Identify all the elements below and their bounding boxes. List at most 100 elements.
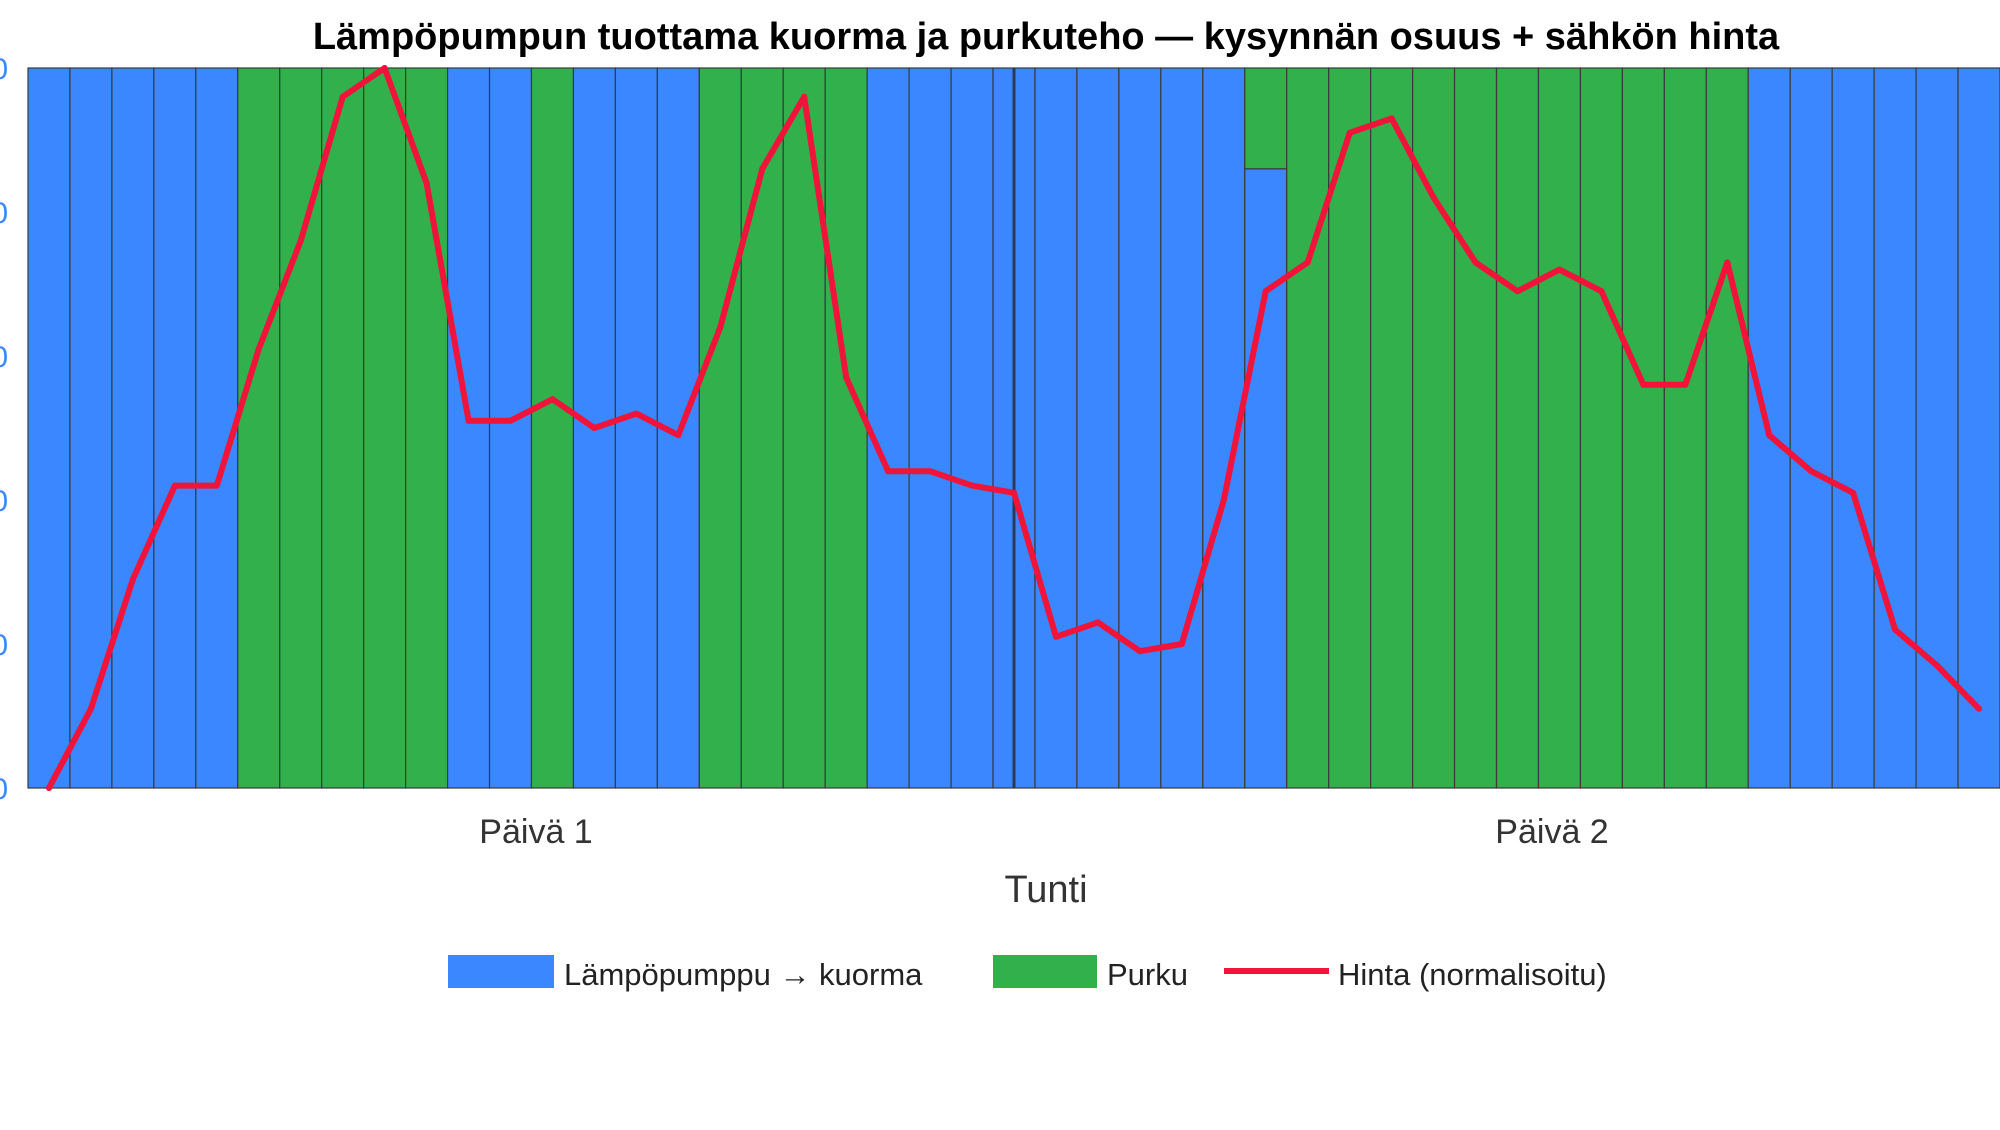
price-point-45: [1892, 626, 1899, 633]
bar-lampopumppu-5: [195, 67, 239, 789]
bar-purku-8: [321, 67, 365, 789]
y-tick-label: 0: [0, 773, 8, 806]
y-axis: 0 0 0 0 0 0: [0, 53, 8, 806]
bar-purku-7: [279, 67, 323, 789]
price-point-35: [1472, 259, 1479, 266]
legend-label-lampopumppu: Lämpöpumppu → kuorma: [564, 957, 923, 992]
x-tick-label-day-1: Päivä 1: [479, 813, 592, 851]
price-point-42: [1766, 432, 1773, 439]
bar-purku-33: [1370, 67, 1414, 789]
bar-layer: [27, 67, 2000, 789]
price-point-23: [969, 482, 976, 489]
legend-label-hinta: Hinta (normalisoitu): [1338, 957, 1607, 992]
bar-lampopumppu-21: [866, 67, 910, 789]
bar-lampopumppu-28: [1160, 67, 1204, 789]
legend-label-purku: Purku: [1107, 957, 1188, 992]
bar-purku-18: [740, 67, 784, 789]
price-point-46: [1934, 662, 1941, 669]
price-point-8: [339, 93, 346, 100]
price-point-2: [87, 705, 94, 712]
bar-lampopumppu-15: [614, 67, 658, 789]
bar-lampopumppu-1: [27, 67, 71, 789]
y-tick-label: 0: [0, 341, 8, 374]
price-point-24: [1011, 489, 1017, 496]
price-point-22: [927, 468, 934, 475]
y-tick-label: 0: [0, 197, 8, 230]
legend: Lämpöpumppu → kuorma Purku Hinta (normal…: [448, 955, 1607, 992]
bar-purku-37: [1537, 67, 1582, 789]
bar-purku-38: [1579, 67, 1623, 789]
bar-purku-35: [1453, 67, 1498, 789]
y-tick-label: 0: [0, 629, 8, 662]
price-point-40: [1682, 381, 1689, 388]
bar-lampopumppu-25: [1034, 67, 1078, 789]
price-point-32: [1346, 129, 1353, 136]
bar-purku-40: [1663, 67, 1707, 789]
price-point-7: [297, 237, 304, 244]
price-point-layer: [45, 65, 1983, 791]
bar-purku-39: [1621, 67, 1665, 789]
price-point-34: [1430, 194, 1437, 201]
price-point-20: [843, 374, 850, 381]
price-point-16: [675, 432, 682, 439]
y-tick-label: 0: [0, 53, 8, 86]
price-point-47: [1976, 705, 1983, 712]
price-point-15: [633, 410, 640, 417]
price-point-29: [1220, 497, 1227, 503]
bar-lampopumppu-43: [1789, 67, 1833, 789]
price-point-38: [1598, 288, 1605, 295]
bar-lampopumppu-12: [488, 67, 533, 789]
bar-lampopumppu-30: [1244, 168, 1288, 789]
price-point-1: [45, 785, 52, 791]
price-point-36: [1514, 288, 1521, 295]
bar-purku-36: [1495, 67, 1540, 789]
price-point-14: [591, 425, 598, 431]
price-point-19: [801, 93, 808, 100]
y-tick-label: 0: [0, 485, 8, 518]
price-point-44: [1850, 489, 1857, 496]
price-point-11: [465, 417, 472, 424]
bar-purku-13: [530, 67, 575, 789]
price-point-3: [129, 576, 136, 583]
price-point-5: [213, 482, 220, 489]
bar-lampopumppu-22: [908, 67, 952, 789]
bar-lampopumppu-44: [1831, 67, 1875, 789]
price-point-10: [423, 180, 430, 187]
bar-purku-31: [1286, 67, 1330, 789]
x-tick-label-day-2: Päivä 2: [1495, 813, 1608, 851]
price-point-31: [1304, 259, 1311, 266]
bar-purku-9: [363, 67, 407, 789]
bar-purku-30: [1244, 67, 1288, 170]
price-point-25: [1052, 633, 1059, 640]
price-point-26: [1094, 619, 1101, 626]
bar-lampopumppu-2: [69, 67, 113, 789]
bar-purku-41: [1705, 67, 1749, 789]
price-point-30: [1262, 288, 1269, 295]
price-point-43: [1808, 468, 1815, 475]
chart-title: Lämpöpumpun tuottama kuorma ja purkuteho…: [313, 16, 1780, 58]
bar-lampopumppu-45: [1873, 67, 1917, 789]
price-point-41: [1724, 259, 1731, 266]
price-point-6: [255, 345, 262, 352]
bar-purku-6: [237, 67, 281, 789]
price-point-21: [885, 468, 892, 475]
price-point-28: [1178, 641, 1185, 647]
price-point-33: [1388, 115, 1395, 122]
price-point-4: [171, 482, 178, 489]
bar-lampopumppu-47: [1957, 67, 2000, 789]
bar-purku-34: [1411, 67, 1456, 789]
price-point-27: [1136, 648, 1143, 655]
bar-lampopumppu-14: [572, 67, 617, 789]
price-point-17: [717, 324, 724, 331]
price-point-12: [507, 417, 514, 424]
bar-lampopumppu-23: [950, 67, 994, 789]
legend-swatch-purku: [993, 955, 1097, 988]
bar-lampopumppu-26: [1076, 67, 1120, 789]
bar-lampopumppu-27: [1118, 67, 1162, 789]
price-point-13: [549, 396, 556, 403]
bar-lampopumppu-3: [111, 67, 155, 789]
bar-purku-20: [824, 67, 868, 789]
bar-lampopumppu-4: [153, 67, 197, 789]
